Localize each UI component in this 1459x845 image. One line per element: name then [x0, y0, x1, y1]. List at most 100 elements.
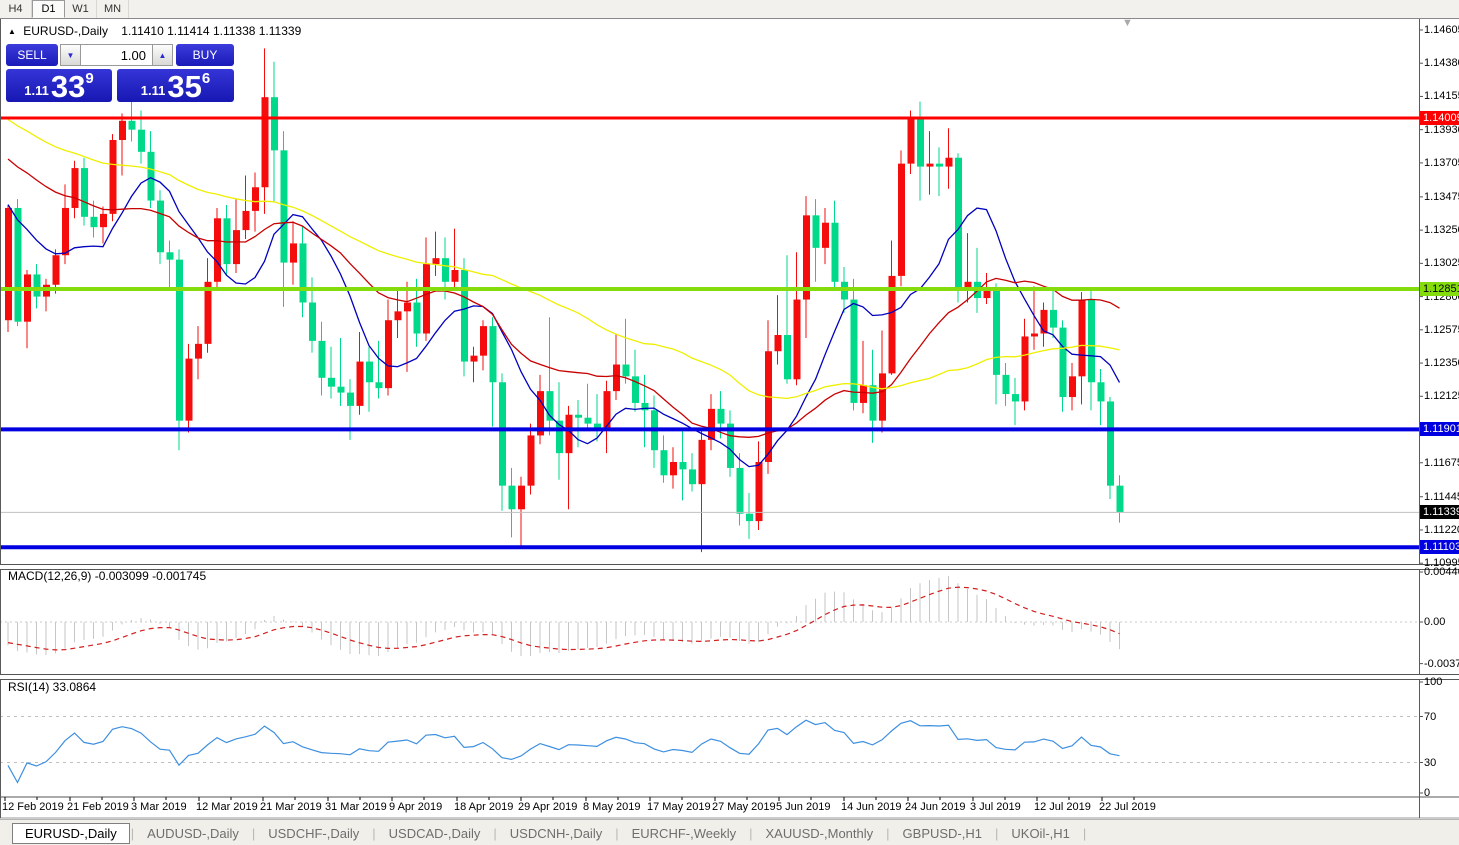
candle-body — [746, 513, 753, 522]
candle-body — [242, 210, 250, 231]
buy-price-big-digits: 35 — [167, 69, 202, 104]
chart-tab-audusd-daily[interactable]: AUDUSD-,Daily — [147, 825, 239, 841]
chart-tab-ukoil-h1[interactable]: UKOil-,H1 — [1011, 825, 1070, 841]
rsi-axis-label: 0 — [1424, 787, 1431, 799]
candle-body — [1002, 374, 1010, 395]
candle-body — [347, 392, 354, 406]
rsi-axis-label: 70 — [1424, 710, 1437, 723]
date-label: 14 Jun 2019 — [841, 801, 902, 813]
tab-separator: | — [615, 825, 619, 841]
candle-body — [584, 417, 592, 424]
candle-body — [375, 382, 383, 389]
sell-price-display[interactable]: 1.11 33 9 — [6, 69, 112, 102]
timeframe-button-d1[interactable]: D1 — [32, 0, 65, 18]
rsi-panel-separator[interactable] — [0, 674, 1459, 680]
buy-button[interactable]: BUY — [176, 44, 234, 66]
ma-slow-line — [7, 118, 1120, 400]
candle-body — [499, 382, 506, 486]
volume-input[interactable] — [81, 44, 152, 66]
candle-body — [907, 119, 915, 164]
chart-tab-usdcad-daily[interactable]: USDCAD-,Daily — [388, 825, 481, 841]
chart-tab-usdchf-daily[interactable]: USDCHF-,Daily — [268, 825, 360, 841]
tab-separator: | — [749, 825, 753, 841]
macd-axis-label: 0.00 — [1424, 616, 1446, 628]
timeframe-button-mn[interactable]: MN — [97, 0, 129, 18]
candle-body — [898, 163, 905, 276]
candle-body — [964, 281, 972, 288]
chart-tab-xauusd-monthly[interactable]: XAUUSD-,Monthly — [765, 825, 874, 841]
candle-body — [176, 259, 183, 421]
rsi-axis-label: 30 — [1424, 756, 1437, 769]
price-axis-frame[interactable] — [1419, 19, 1420, 818]
candle-body — [5, 207, 12, 321]
sell-button[interactable]: SELL — [6, 44, 58, 66]
tab-separator: | — [130, 825, 135, 841]
chart-tab-gbpusd-h1[interactable]: GBPUSD-,H1 — [902, 825, 982, 841]
candle-body — [1012, 394, 1019, 402]
candle-body — [328, 377, 335, 387]
timeframe-button-w1[interactable]: W1 — [65, 0, 97, 18]
price-tick-label: 1.14380 — [1424, 57, 1459, 70]
candle-body — [290, 243, 297, 263]
candle-body — [166, 252, 174, 260]
candle-body — [679, 462, 687, 470]
candle-body — [147, 151, 155, 201]
chart-shift-marker-icon[interactable]: ▼ — [1122, 17, 1133, 29]
candle-body — [489, 326, 497, 383]
volume-decrease-button[interactable]: ▼ — [60, 44, 81, 66]
chart-tab-bar: EURUSD-,Daily | AUDUSD-,Daily | USDCHF-,Dail… — [0, 819, 1459, 845]
volume-increase-button[interactable]: ▲ — [152, 44, 173, 66]
level-price-chip: 1.11103 — [1420, 540, 1459, 555]
price-tick-label: 1.14605 — [1424, 23, 1459, 36]
macd-axis-label: 0.004465 — [1424, 565, 1459, 578]
tab-separator: | — [372, 825, 376, 841]
chart-tab-eurusd-daily[interactable]: EURUSD-,Daily — [12, 822, 130, 844]
candle-body — [622, 364, 630, 377]
collapse-arrow-icon[interactable]: ▲ — [8, 27, 16, 36]
sell-price-prefix: 1.11 — [24, 83, 49, 98]
timeframe-button-h4[interactable]: H4 — [0, 0, 32, 18]
candle-body — [613, 364, 620, 392]
tab-separator: | — [251, 825, 256, 841]
price-tick-label: 1.13250 — [1424, 224, 1459, 237]
macd-panel-separator[interactable] — [0, 564, 1459, 570]
chart-tab-eurchf-weekly[interactable]: EURCHF-,Weekly — [631, 825, 737, 841]
candle-body — [736, 467, 744, 514]
buy-price-pip-digit: 6 — [201, 70, 211, 87]
macd-axis-label: -0.003715 — [1424, 657, 1459, 670]
candle-body — [157, 200, 164, 253]
macd-signal-line — [7, 586, 1120, 651]
candle-body — [461, 269, 468, 362]
chart-tab-usdcnh-daily[interactable]: USDCNH-,Daily — [509, 825, 603, 841]
date-label: 18 Apr 2019 — [454, 801, 514, 813]
candle-body — [879, 373, 886, 421]
candle-body — [565, 414, 573, 454]
chart-left-frame — [0, 19, 1, 818]
candle-body — [727, 423, 734, 468]
candle-body — [394, 311, 402, 321]
candle-body — [309, 302, 316, 341]
buy-price-display[interactable]: 1.11 35 6 — [117, 69, 234, 102]
level-price-chip: 1.11901 — [1420, 422, 1459, 437]
candle-body — [337, 386, 345, 393]
date-label: 8 May 2019 — [583, 801, 641, 813]
level-price-chip: 1.12851 — [1420, 282, 1459, 297]
price-tick-label: 1.12350 — [1424, 357, 1459, 370]
candle-body — [223, 218, 231, 265]
candle-body — [451, 269, 459, 282]
candle-body — [641, 402, 649, 411]
date-label: 3 Jul 2019 — [970, 801, 1021, 813]
candle-body — [1021, 336, 1029, 402]
price-tick-label: 1.13025 — [1424, 257, 1459, 270]
candle-body — [518, 485, 525, 510]
candle-body — [138, 129, 145, 152]
candle-body — [632, 376, 639, 403]
date-label: 17 May 2019 — [647, 801, 711, 813]
rsi-indicator-label: RSI(14) 33.0864 — [8, 680, 97, 694]
candle-body — [917, 119, 924, 167]
candle-body — [356, 361, 364, 406]
date-label: 9 Apr 2019 — [389, 801, 443, 813]
candle-body — [850, 299, 858, 403]
